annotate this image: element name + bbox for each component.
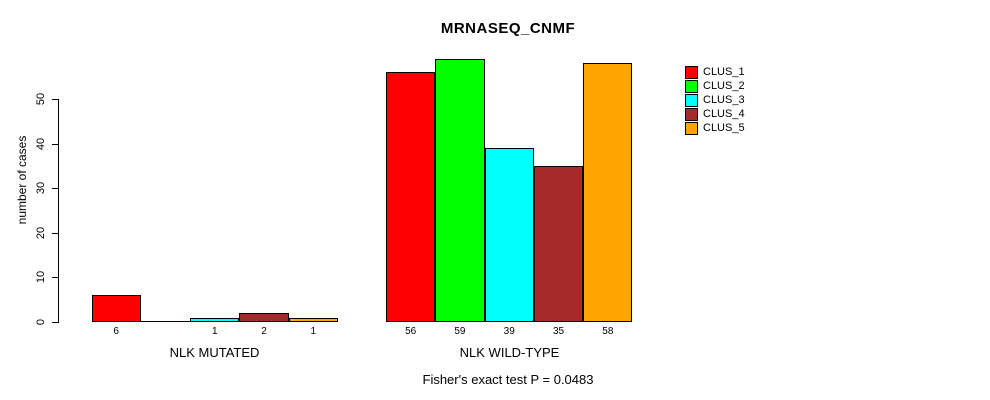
legend-swatch-clus-5 [685, 122, 698, 135]
bar-clus-1-nlk-wild-type [386, 72, 436, 322]
y-axis-line [58, 99, 59, 323]
bar-value-label: 39 [503, 326, 515, 337]
bar-clus-3-nlk-wild-type [484, 148, 534, 322]
legend-swatch-clus-1 [685, 66, 698, 79]
bar-value-label: 2 [261, 326, 267, 337]
x-group-label-mutated: NLK MUTATED [169, 345, 260, 360]
bar-value-label: 1 [310, 326, 317, 337]
legend-swatch-clus-3 [685, 94, 698, 107]
legend-item-label: CLUS_4 [703, 108, 745, 120]
bar-clus-2-nlk-mutated-zero [140, 321, 191, 322]
y-axis-tick [52, 232, 58, 234]
bar-clus-5-nlk-mutated [288, 317, 338, 322]
x-group-label-wild-type: NLK WILD-TYPE [459, 345, 560, 360]
y-axis-tick [52, 322, 58, 323]
legend-swatch-clus-2 [685, 80, 698, 93]
bar-clus-2-nlk-wild-type [435, 58, 485, 322]
bar-clus-5-nlk-wild-type [583, 63, 633, 322]
bar-value-label: 58 [602, 326, 614, 337]
bar-value-label: 35 [552, 326, 565, 337]
bar-clus-4-nlk-mutated [239, 313, 289, 322]
legend-swatch-clus-4 [685, 108, 698, 121]
bar-clus-3-nlk-mutated [190, 317, 240, 322]
legend-item-label: CLUS_2 [703, 80, 745, 92]
legend-item-label: CLUS_3 [703, 94, 745, 106]
bar-clus-1-nlk-mutated [91, 295, 141, 322]
bar-value-label: 6 [113, 326, 119, 337]
y-axis-tick [52, 99, 58, 100]
bar-clus-4-nlk-wild-type [533, 165, 584, 322]
fisher-test-annotation: Fisher's exact test P = 0.0483 [422, 372, 594, 387]
bar-value-label: 59 [454, 326, 466, 337]
chart-title: MRNASEQ_CNMF [440, 20, 576, 37]
legend-item-label: CLUS_1 [703, 66, 745, 78]
bar-value-label: 1 [211, 326, 218, 337]
y-axis-tick [52, 277, 58, 279]
y-axis-tick [52, 143, 58, 145]
legend-item-label: CLUS_5 [703, 122, 745, 134]
bar-value-label: 56 [405, 326, 417, 337]
y-axis-tick [52, 188, 58, 190]
